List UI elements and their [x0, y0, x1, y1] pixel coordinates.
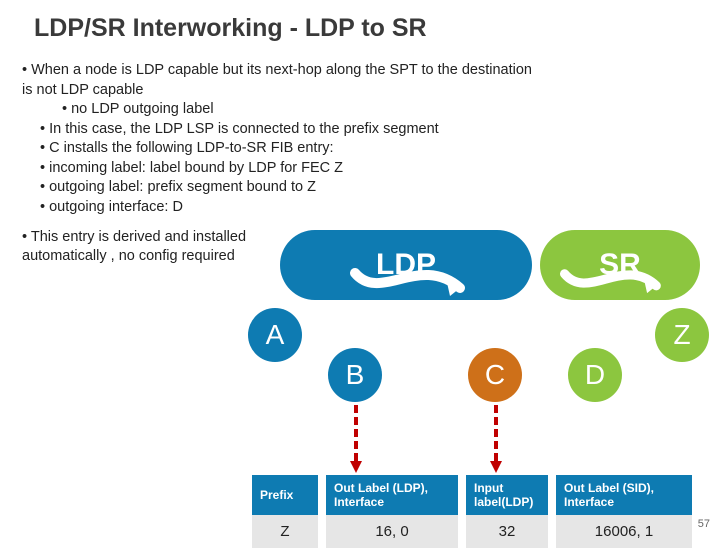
bullet-3: C installs the following LDP-to-SR FIB e… [22, 139, 720, 159]
sr-curve-icon [560, 258, 670, 308]
node-a: A [248, 308, 302, 362]
cell-outlabel-ldp: 16, 0 [322, 515, 462, 548]
bullet-4: incoming label: label bound by LDP for F… [22, 159, 720, 179]
node-c: C [468, 348, 522, 402]
cell-inputlabel: 32 [462, 515, 552, 548]
ldp-pill: LDP [280, 230, 532, 300]
th-prefix: Prefix [252, 475, 322, 515]
th-outlabel-ldp: Out Label (LDP), Interface [322, 475, 462, 515]
bullet-1-cont: is not LDP capable [22, 81, 720, 101]
diagram: LDP SR A B C D Z Prefix Out Label (LDP),… [200, 230, 720, 490]
bullet-6: outgoing interface: D [22, 198, 720, 218]
bullet-5: outgoing label: prefix segment bound to … [22, 178, 720, 198]
slide-title: LDP/SR Interworking - LDP to SR [0, 0, 720, 43]
bullet-2: In this case, the LDP LSP is connected t… [22, 120, 720, 140]
arrow-b-icon [354, 405, 358, 461]
cell-outlabel-sid: 16006, 1 [552, 515, 692, 548]
ldp-curve-icon [350, 258, 470, 308]
sr-pill: SR [540, 230, 700, 300]
bullet-1: When a node is LDP capable but its next-… [22, 61, 720, 81]
bullet-list: When a node is LDP capable but its next-… [0, 43, 720, 218]
node-d: D [568, 348, 622, 402]
node-b: B [328, 348, 382, 402]
arrow-c-icon [494, 405, 498, 461]
cell-prefix: Z [252, 515, 322, 548]
table-row: Z 16, 0 32 16006, 1 [252, 515, 692, 548]
fib-table: Prefix Out Label (LDP), Interface Input … [252, 475, 692, 548]
node-z: Z [655, 308, 709, 362]
th-outlabel-sid: Out Label (SID), Interface [552, 475, 692, 515]
page-number: 57 [698, 518, 710, 530]
th-inputlabel: Input label(LDP) [462, 475, 552, 515]
bullet-sub-1: no LDP outgoing label [22, 100, 720, 120]
